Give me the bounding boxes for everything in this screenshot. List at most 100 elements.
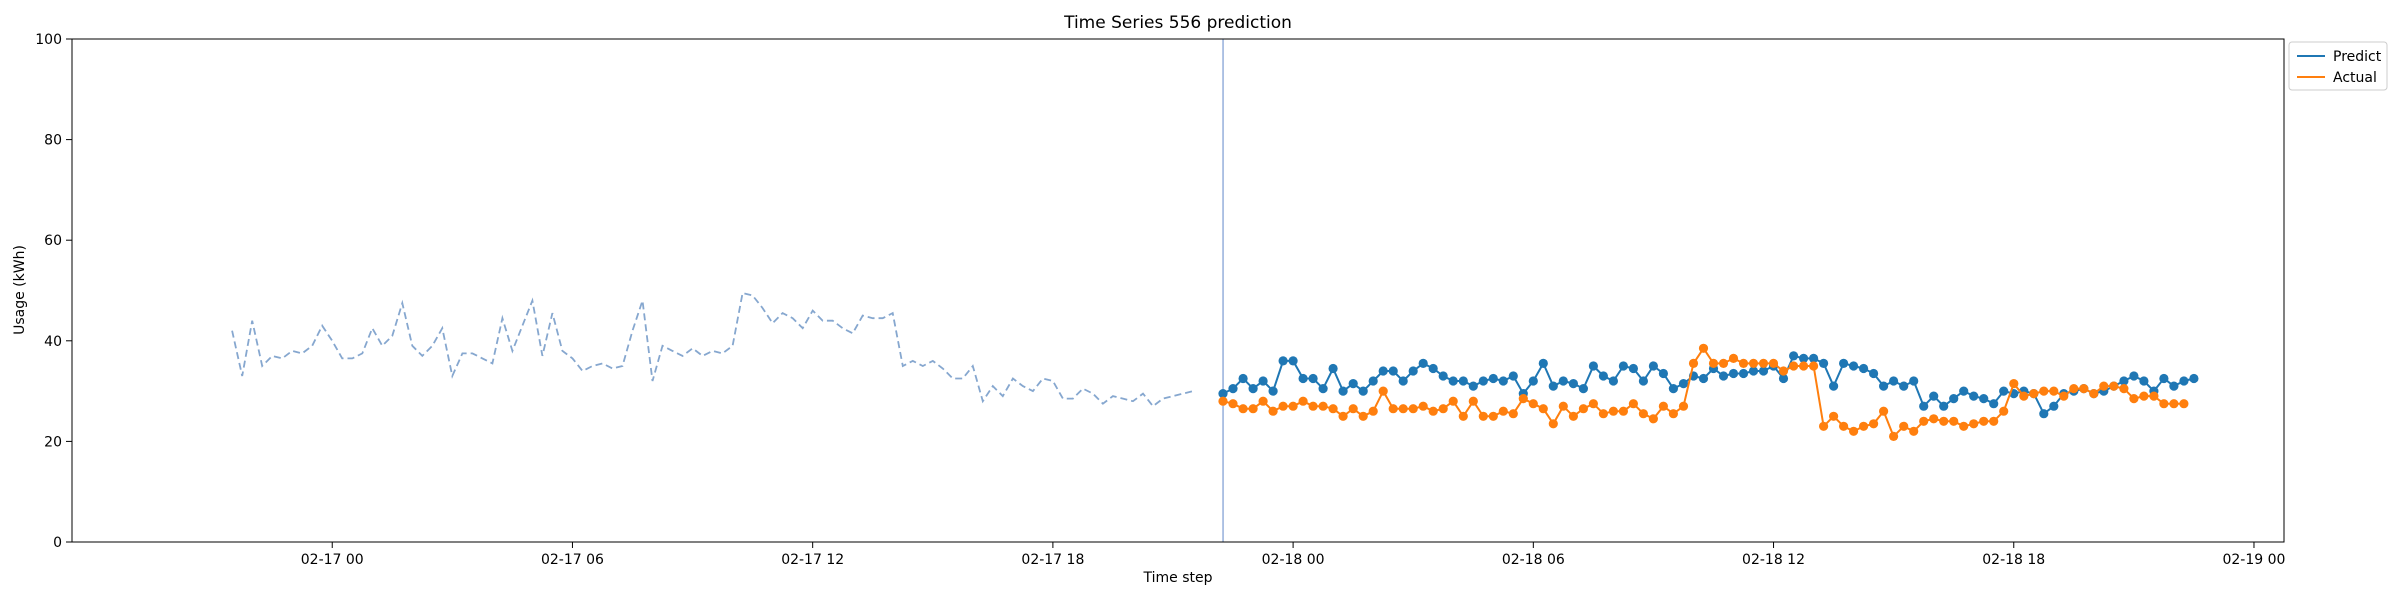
predict-point [1438,371,1448,381]
predict-point [1738,368,1749,379]
actual-point [1388,404,1398,414]
predict-point [1298,373,1308,384]
actual-point [1919,416,1929,426]
predict-point [1718,371,1729,381]
actual-point [1879,406,1889,416]
actual-point [1508,409,1518,419]
predict-point [1258,376,1268,386]
x-tick-label: 02-18 12 [1742,552,1805,568]
actual-point [1468,396,1478,406]
predict-point [1408,366,1418,376]
predict-point [1789,351,1799,361]
y-tick-label: 0 [53,535,62,551]
predict-point [1698,373,1709,384]
actual-point [1428,406,1438,416]
predict-point [1819,358,1829,368]
predict-point [1308,373,1318,384]
predict-point [1879,381,1889,391]
predict-point [1498,376,1508,386]
actual-point [2059,391,2069,401]
y-tick-label: 80 [44,133,62,149]
predict-point [1778,373,1789,384]
predict-point [2119,376,2129,386]
actual-point [1929,414,1939,424]
predict-point [1218,389,1228,399]
predict-point [1548,381,1558,391]
actual-point [1518,394,1528,404]
x-axis-label: Time step [1143,570,1213,586]
actual-point [1578,404,1588,414]
predict-point [1678,379,1689,389]
x-tick-label: 02-18 18 [1982,552,2045,568]
actual-point [1718,358,1729,368]
actual-point [2179,399,2189,409]
predict-point [1799,353,1809,363]
predict-point [1428,363,1438,374]
predict-point [1648,361,1658,371]
predict-point [2159,373,2169,384]
predict-point [1748,366,1759,376]
actual-point [1869,419,1879,429]
predict-point [1268,386,1278,396]
predict-point [1809,353,1819,363]
actual-point [1748,358,1759,368]
actual-point [2159,399,2169,409]
actual-point [1358,411,1368,421]
actual-point [1859,421,1869,431]
actual-point [2069,384,2079,394]
predict-point [1899,381,1909,391]
y-tick-label: 100 [35,32,62,48]
predict-point [1398,376,1408,386]
predict-point [1999,386,2009,396]
predict-point [1288,356,1298,366]
predict-point [1608,376,1618,386]
predict-point [1228,384,1238,394]
predict-point [2049,401,2059,411]
y-axis: 0 20 40 60 80 100 [35,32,72,551]
actual-point [1668,409,1678,419]
predict-point [1949,394,1959,404]
actual-point [1238,404,1248,414]
actual-point [1899,421,1909,431]
actual-point [1398,404,1408,414]
actual-point [1949,416,1959,426]
predict-point [1979,394,1989,404]
actual-point [1288,401,1298,411]
predict-point [1859,363,1869,374]
actual-point [1768,358,1779,368]
actual-point [1568,411,1578,421]
predict-point [2039,409,2049,419]
actual-point [1348,404,1358,414]
predict-point [1348,379,1358,389]
actual-point [1989,416,1999,426]
actual-point [1799,361,1809,371]
predict-point [1588,361,1598,371]
predict-point [1458,376,1468,386]
y-tick-label: 40 [44,334,62,350]
actual-point [1228,399,1238,409]
actual-point [2089,389,2099,399]
actual-point [1538,404,1548,414]
actual-point [2079,384,2089,394]
legend: Predict Actual [2288,41,2388,91]
legend-actual-label: Actual [2333,70,2377,86]
actual-point [1959,421,1969,431]
actual-point [1999,406,2009,416]
predict-point [2169,381,2179,391]
predict-point [1969,391,1979,401]
actual-point [1478,411,1488,421]
predict-point [1658,368,1668,379]
predict-point [1939,401,1949,411]
history-line [231,291,1194,408]
actual-point [1628,399,1638,409]
actual-point [1268,406,1278,416]
actual-point [1608,406,1618,416]
chart-title: Time Series 556 prediction [1063,13,1292,33]
actual-point [2139,391,2149,401]
predict-point [1318,384,1328,394]
predict-point [1538,358,1548,368]
actual-point [1939,416,1949,426]
y-tick-label: 60 [44,233,62,249]
